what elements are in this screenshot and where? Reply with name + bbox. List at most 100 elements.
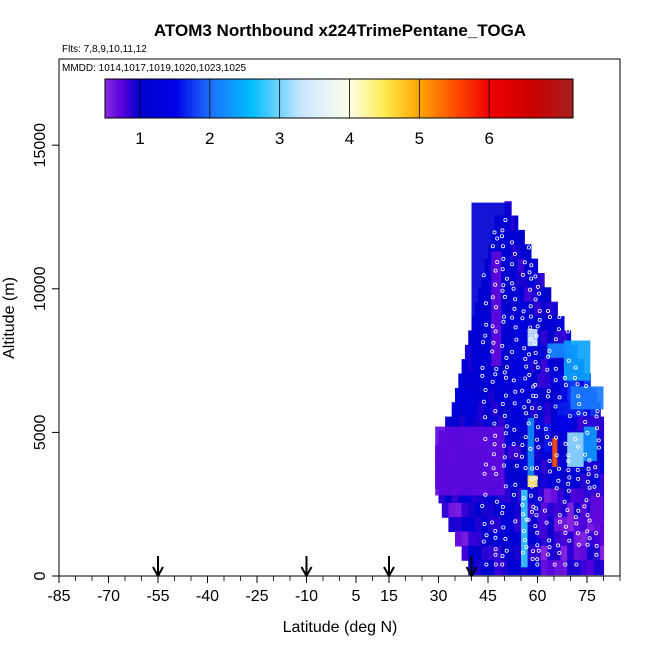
heatmap-cell	[464, 488, 473, 504]
sample-point	[490, 244, 495, 249]
sample-point	[557, 314, 562, 319]
sample-point	[584, 384, 589, 389]
heatmap-cell	[511, 416, 519, 432]
colorbar-segment	[272, 79, 276, 118]
colorbar: 1 2 3 4 5 6	[104, 78, 574, 148]
heatmap-cell	[550, 416, 558, 432]
colorbar-segment	[242, 79, 246, 118]
sample-point	[565, 329, 570, 334]
heatmap-cell	[567, 459, 575, 475]
colorbar-segment	[389, 79, 393, 118]
heatmap-cell	[544, 488, 552, 504]
sample-point	[499, 234, 504, 239]
colorbar-segment	[429, 79, 434, 118]
sample-point	[524, 517, 529, 522]
sample-point	[524, 411, 529, 416]
sample-point	[594, 531, 599, 536]
heatmap-cell	[540, 330, 548, 346]
heatmap-cell	[580, 502, 588, 518]
heatmap-cell	[448, 517, 456, 533]
colorbar-segment	[499, 79, 504, 118]
heatmap-cell	[593, 445, 601, 461]
sample-point	[566, 458, 571, 463]
colorbar-segment	[252, 79, 256, 118]
heatmap-cell	[514, 445, 522, 461]
colorbar-segment	[542, 79, 547, 118]
heatmap-cell	[590, 416, 598, 432]
sample-point	[565, 508, 570, 513]
colorbar-tick-label: 4	[345, 129, 354, 148]
sample-point	[553, 337, 558, 342]
colorbar-segment	[282, 79, 287, 118]
sample-point	[557, 519, 562, 524]
sample-point	[520, 550, 525, 555]
colorbar-segment	[566, 79, 571, 118]
heatmap-cell	[596, 402, 601, 418]
colorbar-segment	[138, 79, 143, 118]
sample-point	[567, 475, 572, 480]
y-tick-label: 5000	[32, 414, 49, 450]
sample-point	[596, 438, 601, 443]
heatmap-cell	[524, 258, 532, 274]
heatmap-cell	[554, 445, 562, 461]
sample-point	[534, 476, 539, 481]
colorbar-segment	[145, 79, 149, 118]
sample-point	[562, 499, 567, 504]
colorbar-segment	[151, 79, 156, 118]
sample-point	[577, 402, 582, 407]
heatmap-cell	[527, 301, 535, 317]
sample-point	[563, 524, 568, 529]
x-axis: -85 -70 -55 -40 -25 -10 5 15 30 45 60 75	[47, 576, 621, 605]
sample-point	[575, 531, 580, 536]
sample-point	[585, 542, 590, 547]
sample-point	[500, 554, 505, 559]
sample-point	[483, 415, 488, 420]
heatmap-cell	[507, 244, 515, 260]
heatmap-cell	[534, 273, 542, 288]
flight-arrows	[152, 556, 478, 579]
sample-point	[535, 324, 540, 329]
heatmap-cell	[497, 416, 506, 432]
heatmap-cell	[540, 545, 548, 561]
heatmap-cell	[580, 459, 588, 475]
heatmap-cell	[560, 330, 568, 346]
heatmap-cell	[573, 502, 581, 518]
heatmap-cell	[537, 431, 545, 446]
sample-point	[557, 551, 562, 556]
colorbar-segment	[456, 79, 460, 118]
sample-point	[536, 548, 541, 553]
heatmap-cell	[488, 545, 496, 561]
heatmap-cell	[547, 459, 555, 475]
heatmap-cell	[478, 402, 486, 418]
heatmap-cell	[461, 502, 469, 518]
colorbar-segment	[415, 79, 420, 118]
heatmap-cell	[441, 502, 449, 518]
heatmap-cell	[534, 474, 542, 489]
sample-point	[484, 562, 489, 567]
colorbar-segment	[519, 79, 524, 118]
sample-point	[537, 291, 542, 296]
colorbar-segment	[556, 79, 561, 118]
sample-point	[514, 337, 519, 342]
sample-point	[490, 379, 495, 384]
heatmap-cell	[517, 431, 525, 446]
x-tick-label: 45	[479, 588, 497, 605]
sample-point	[548, 441, 553, 446]
sample-point	[534, 333, 539, 338]
heatmap-cell	[494, 531, 502, 547]
sample-point	[527, 372, 532, 377]
sample-point	[575, 467, 580, 472]
sample-point	[534, 506, 539, 511]
heatmap-cell	[577, 402, 585, 418]
sample-point	[527, 270, 532, 275]
sample-point	[509, 240, 514, 245]
heatmap-cell	[514, 517, 522, 533]
heatmap-cell	[530, 258, 539, 274]
flight-arrow-head	[465, 566, 478, 579]
colorbar-segment	[506, 79, 510, 118]
colorbar-segment	[245, 79, 250, 118]
heatmap-cell	[587, 560, 595, 576]
colorbar-segment	[121, 79, 126, 118]
sample-point	[537, 406, 542, 411]
colorbar-segment	[536, 79, 541, 118]
